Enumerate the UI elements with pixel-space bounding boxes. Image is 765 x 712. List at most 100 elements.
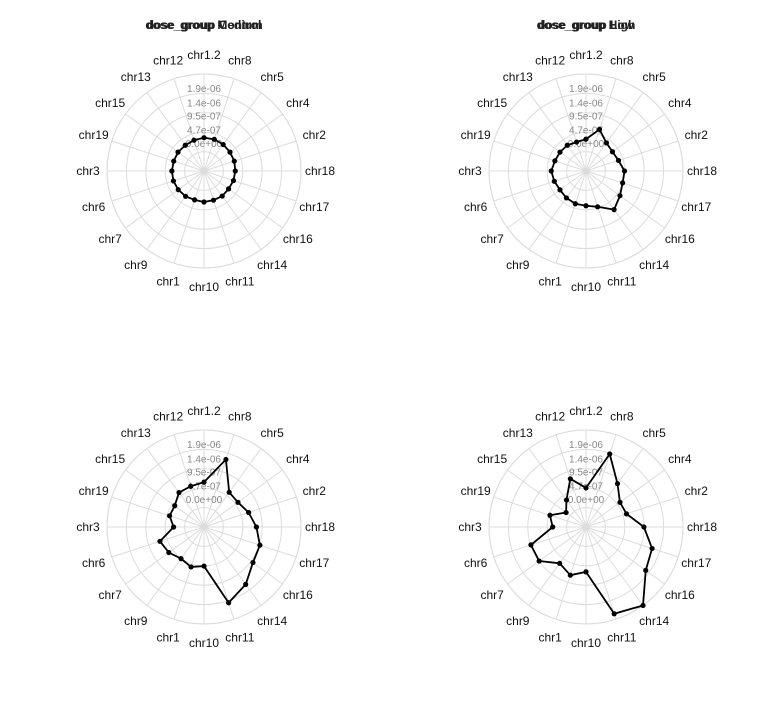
- panel-title: dose_group Control: [147, 18, 262, 32]
- category-label: chr2: [685, 128, 709, 142]
- data-point: [617, 499, 623, 505]
- data-point: [620, 180, 626, 186]
- category-label: chr13: [121, 426, 151, 440]
- grid-spoke: [585, 526, 644, 606]
- data-point: [547, 512, 553, 518]
- data-point: [201, 563, 207, 569]
- category-label: chr6: [464, 556, 488, 570]
- radial-tick-label: 0.0e+00: [186, 495, 223, 506]
- data-point: [557, 149, 563, 155]
- category-label: chr5: [643, 70, 667, 84]
- radar-panel: dose_group Control 0.0e+00 4.7e-07 9.5e-07 1…: [76, 18, 335, 294]
- grid-spoke: [173, 170, 205, 264]
- category-label: chr15: [477, 452, 507, 466]
- data-point: [640, 602, 646, 609]
- category-label: chr11: [225, 630, 254, 644]
- grid-spoke: [585, 170, 679, 202]
- category-label: chr9: [124, 614, 148, 628]
- data-point: [643, 567, 649, 574]
- grid-spoke: [203, 434, 235, 528]
- data-point: [219, 193, 225, 199]
- grid-spoke: [507, 113, 587, 172]
- data-point: [253, 524, 260, 530]
- category-label: chr7: [480, 232, 504, 246]
- category-label: chr14: [639, 258, 669, 272]
- grid-spoke: [203, 170, 235, 264]
- grid-spoke: [203, 170, 262, 250]
- data-point: [232, 168, 238, 174]
- data-point: [211, 136, 217, 142]
- radial-tick-label: 0.0e+00: [568, 139, 605, 150]
- radial-tick-label: 4.7e-07: [187, 481, 221, 492]
- radar-panel: dose_group Low 0.0e+00 4.7e-07 9.5e-07 1.4e-…: [458, 18, 717, 294]
- category-label: chr3: [76, 520, 100, 534]
- grid-spoke: [203, 78, 235, 172]
- category-label: chr8: [228, 54, 252, 68]
- data-point: [171, 524, 177, 530]
- data-point: [607, 451, 613, 457]
- data-point: [178, 556, 184, 562]
- category-label: chr11: [225, 274, 254, 288]
- category-label: chr3: [76, 164, 100, 178]
- category-label: chr3: [458, 520, 482, 534]
- data-point: [169, 168, 175, 174]
- data-point: [563, 509, 569, 516]
- radial-tick-label: 0.0e+00: [568, 495, 605, 506]
- category-label: chr4: [668, 96, 692, 110]
- category-label: chr16: [283, 588, 313, 602]
- grid-spoke: [146, 92, 205, 172]
- data-point: [621, 168, 628, 174]
- data-point: [201, 199, 207, 205]
- data-point: [257, 542, 263, 548]
- data-point: [166, 513, 173, 519]
- category-label: chr17: [299, 556, 329, 570]
- category-label: chr1: [156, 274, 180, 288]
- category-label: chr16: [665, 588, 695, 602]
- category-label: chr5: [261, 426, 285, 440]
- category-label: chr19: [461, 484, 491, 498]
- category-label: chr6: [82, 556, 106, 570]
- category-label: chr2: [303, 484, 327, 498]
- category-label: chr7: [480, 588, 504, 602]
- category-label: chr19: [461, 128, 491, 142]
- data-point: [557, 560, 563, 566]
- grid-spoke: [146, 448, 205, 528]
- grid-spoke: [528, 448, 587, 528]
- radial-tick-label: 9.5e-07: [569, 467, 603, 478]
- data-point: [611, 611, 617, 617]
- grid-spoke: [203, 469, 283, 528]
- category-label: chr7: [98, 232, 122, 246]
- data-point: [615, 157, 622, 164]
- grid-spoke: [585, 434, 617, 528]
- category-label: chr9: [506, 258, 530, 272]
- grid-spoke: [585, 170, 617, 264]
- category-label: chr12: [153, 410, 183, 424]
- category-label: chr16: [283, 232, 313, 246]
- data-point: [551, 178, 557, 184]
- grid-spoke: [528, 526, 587, 606]
- category-label: chr19: [79, 484, 109, 498]
- grid-spoke: [493, 526, 587, 558]
- grid-spoke: [585, 526, 665, 585]
- category-label: chr15: [95, 452, 125, 466]
- grid-spoke: [203, 526, 262, 606]
- data-point: [557, 187, 563, 193]
- data-point: [210, 197, 217, 203]
- radial-tick-label: 4.7e-07: [569, 125, 603, 136]
- category-label: chr16: [665, 232, 695, 246]
- category-label: chr14: [639, 614, 669, 628]
- data-point: [641, 524, 647, 530]
- data-point: [246, 509, 252, 516]
- radial-tick-label: 0.0e+00: [186, 139, 223, 150]
- category-label: chr2: [303, 128, 327, 142]
- data-point: [201, 135, 207, 141]
- data-point: [226, 600, 232, 606]
- data-point: [201, 479, 207, 485]
- category-label: chr15: [95, 96, 125, 110]
- category-label: chr13: [503, 426, 533, 440]
- data-point: [550, 524, 556, 530]
- category-label: chr13: [121, 70, 151, 84]
- grid-spoke: [125, 469, 205, 528]
- grid-spoke: [585, 92, 644, 172]
- radial-tick-label: 9.5e-07: [187, 111, 221, 122]
